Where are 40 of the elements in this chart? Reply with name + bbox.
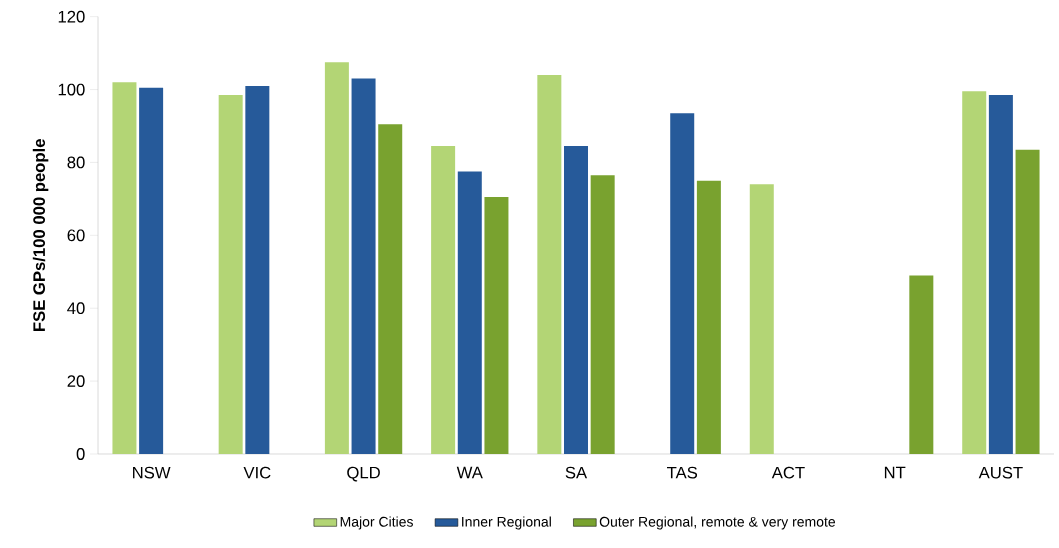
- bar: [670, 113, 695, 454]
- x-tick-label: NT: [884, 466, 906, 479]
- bar: [139, 87, 164, 454]
- y-axis-title: FSE GPs/100 000 people: [32, 139, 49, 332]
- bar: [749, 184, 774, 454]
- bar: [696, 180, 721, 454]
- y-tick-label: 20: [67, 375, 85, 387]
- y-tick-label: 100: [58, 83, 85, 96]
- bar: [590, 175, 615, 454]
- bar: [988, 95, 1013, 454]
- bar: [457, 171, 482, 454]
- legend-label: Inner Regional: [462, 516, 551, 530]
- y-tick-label: 40: [67, 302, 85, 315]
- bar: [112, 82, 137, 454]
- y-tick-label: 60: [67, 229, 85, 242]
- bar: [537, 74, 562, 454]
- bar: [351, 78, 376, 454]
- x-tick-label: WA: [456, 466, 483, 479]
- bar: [1015, 149, 1040, 454]
- y-tick-label: 120: [58, 10, 85, 23]
- bar: [218, 95, 243, 454]
- y-tick-label: 80: [67, 156, 85, 169]
- bar: [324, 62, 349, 454]
- bar: [378, 124, 403, 454]
- x-tick-label: ACT: [771, 466, 805, 479]
- x-tick-label: QLD: [347, 466, 380, 482]
- legend-label: Major Cities: [340, 516, 413, 530]
- bar: [431, 146, 456, 454]
- bar: [564, 146, 588, 454]
- x-tick-label: AUST: [978, 466, 1023, 479]
- bar: [909, 275, 934, 454]
- x-tick-label: NSW: [133, 466, 171, 479]
- bar: [245, 85, 270, 454]
- bar: [484, 197, 509, 454]
- bar: [962, 91, 987, 454]
- x-tick-label: VIC: [243, 466, 271, 479]
- legend-label: Outer Regional, remote & very remote: [599, 516, 836, 530]
- x-tick-label: TAS: [667, 466, 698, 479]
- x-tick-label: SA: [565, 466, 588, 479]
- y-tick-label: 0: [76, 448, 85, 460]
